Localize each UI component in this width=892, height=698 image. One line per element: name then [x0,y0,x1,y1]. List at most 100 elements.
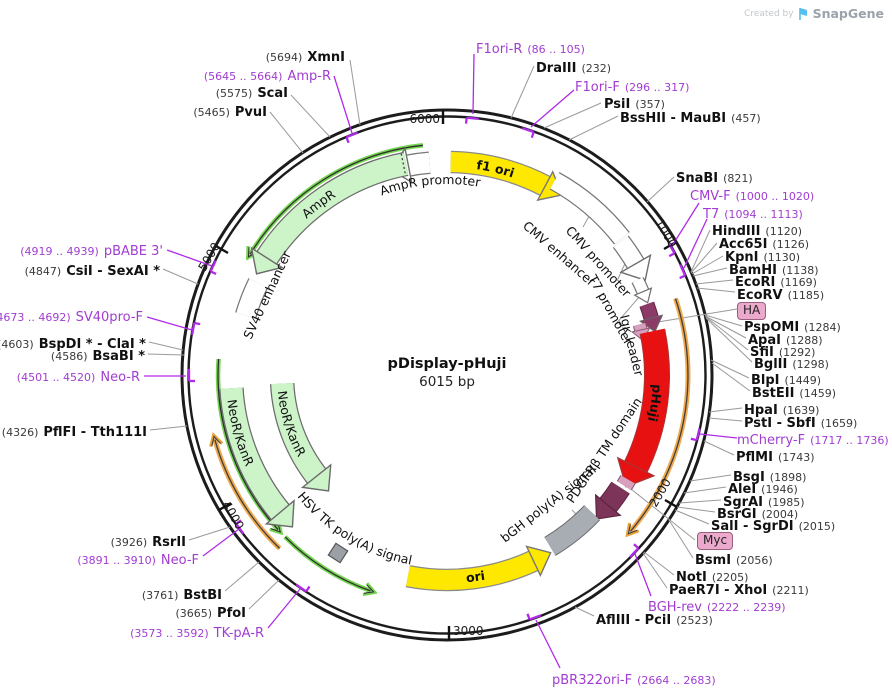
primer-tick-t7[interactable] [675,264,687,280]
feature-phuji[interactable] [616,328,670,488]
primer-label-amp-r[interactable]: (5645 .. 5664) Amp-R [204,68,331,84]
site-label-xmni[interactable]: (5694) XmnI [266,49,345,65]
site-label-ecorv[interactable]: EcoRV (1185) [737,287,824,303]
primer-name: pBR322ori-F [552,673,633,688]
site-pos: (1185) [787,289,825,302]
primer-label-bgh-rev[interactable]: BGH-rev (2222 .. 2239) [648,599,786,615]
primer-label-sv40pro-f[interactable]: (4673 .. 4692) SV40pro-F [0,309,143,325]
primer-tick-pbr322ori-f[interactable] [526,610,542,621]
feature-neor-kanr-outer[interactable] [219,387,295,528]
feature-myc-tag[interactable] [616,475,636,491]
primer-tick-f1ori-r[interactable] [464,116,479,125]
site-label-snabi[interactable]: SnaBI (821) [676,170,753,186]
feature-ampr-promoter[interactable] [388,147,431,184]
site-label-bsteii[interactable]: BstEII (1459) [752,385,836,401]
site-name: BglII [754,357,788,372]
site-label-alei[interactable]: AleI (1946) [728,481,798,497]
primer-range: (3573 .. 3592) [130,627,209,640]
site-pos: (1284) [804,321,841,334]
primer-tick-neo-r[interactable] [187,369,195,383]
label-hsv-tk-polya-text[interactable]: HSV TK poly(A) signal [295,489,414,568]
feature-ha-tag[interactable] [630,322,651,342]
site-name: SalI - SgrDI [711,519,794,534]
site-label-sali-sgrdi[interactable]: SalI - SgrDI (2015) [711,518,835,534]
site-label-afliii-pcii[interactable]: AflIII - PciI (2523) [596,612,713,628]
site-label-ecori[interactable]: EcoRI (1169) [735,274,817,290]
primer-label-t7[interactable]: T7 (1094 .. 1113) [703,206,803,222]
feature-ori[interactable] [405,545,552,592]
primer-label-cmv-f[interactable]: CMV-F (1000 .. 1020) [690,188,814,204]
primer-label-pbr322ori-f[interactable]: pBR322ori-F (2664 .. 2683) [552,672,716,688]
site-name: RsrII [152,535,186,550]
label-ori[interactable]: ori [465,568,486,586]
label-hsv-tk-polya[interactable]: HSV TK poly(A) signal [295,489,414,568]
primer-tick-bgh-rev[interactable] [626,543,640,558]
feature-hsv-tk-polya[interactable] [327,542,349,564]
site-label-pflfi-tth111i[interactable]: (4326) PflFI - Tth111I [2,424,147,440]
primer-label-f1ori-r[interactable]: F1ori-R (86 .. 105) [476,41,585,57]
site-label-blpi[interactable]: BlpI (1449) [751,372,821,388]
primer-name: pBABE 3' [103,244,163,259]
site-label-noti[interactable]: NotI (2205) [676,569,748,585]
primer-name: mCherry-F [737,433,806,448]
site-label-bsrgi[interactable]: BsrGI (2004) [717,506,798,522]
site-label-acc65i[interactable]: Acc65I (1126) [719,236,809,252]
site-label-paer7i-xhoi[interactable]: PaeR7I - XhoI (2211) [669,582,809,598]
primer-tick-neo-f[interactable] [235,519,248,535]
site-label-psti-sbfi[interactable]: PstI - SbfI (1659) [744,415,857,431]
feature-cmv-enhancer[interactable] [549,172,630,245]
primer-tick-mcherry-f[interactable] [690,427,701,442]
feature-t7-promoter[interactable] [631,276,653,304]
site-label-bspdi-clai[interactable]: (4603) BspDI * - ClaI * [0,336,146,352]
primer-tick-sv40pro-f[interactable] [190,321,201,336]
primer-ticks[interactable] [187,116,701,621]
feature-neor-kanr-inner[interactable] [269,382,332,492]
primer-label-neo-f[interactable]: (3891 .. 3910) Neo-F [77,552,199,568]
feature-igk-leader[interactable] [639,301,664,333]
site-label-apai[interactable]: ApaI (1288) [748,332,823,348]
primer-label-mcherry-f[interactable]: mCherry-F (1717 .. 1736) [737,432,889,448]
site-label-pspomi[interactable]: PspOMI (1284) [744,319,841,335]
transcript-arc-neor [215,358,278,530]
site-label-bsgi[interactable]: BsgI (1898) [733,469,806,485]
primer-label-f1ori-f[interactable]: F1ori-F (296 .. 317) [575,79,689,95]
feature-ampr[interactable] [250,151,409,275]
feature-arcs[interactable] [219,147,670,592]
site-label-bglii[interactable]: BglII (1298) [754,356,829,372]
site-label-pfoi[interactable]: (3665) PfoI [175,605,246,621]
site-pos: (2004) [761,508,799,521]
site-label-bsshii-maubi[interactable]: BssHII - MauBI (457) [620,110,761,126]
site-label-pvui[interactable]: (5465) PvuI [193,104,267,120]
site-label-hindiii[interactable]: HindIII (1120) [712,223,802,239]
primer-tick-pbabe-3[interactable] [209,260,222,276]
site-label-hpai[interactable]: HpaI (1639) [744,402,819,418]
site-label-sfii[interactable]: SfiI (1292) [750,344,815,360]
site-label-bsabi[interactable]: (4586) BsaBI * [51,348,145,364]
site-label-csii-sexai[interactable]: (4847) CsiI - SexAI * [25,263,160,279]
ha-tag-badge[interactable]: HA [737,302,767,320]
feature-cmv-promoter[interactable] [612,235,652,282]
feature-sv40-enhancer[interactable] [235,278,269,319]
site-label-pflmi[interactable]: PflMI (1743) [736,449,815,465]
primer-label-neo-r[interactable]: (4501 .. 4520) Neo-R [17,369,140,385]
primer-tick-amp-r[interactable] [345,131,359,144]
myc-tag-badge[interactable]: Myc [697,532,734,550]
site-label-kpni[interactable]: KpnI (1130) [725,249,800,265]
site-label-bstbi[interactable]: (3761) BstBI [142,587,222,603]
site-label-sgrai[interactable]: SgrAI (1985) [723,494,805,510]
site-label-rsrii[interactable]: (3926) RsrII [111,534,186,550]
site-label-scai[interactable]: (5575) ScaI [216,85,288,101]
primer-tick-f1ori-f[interactable] [520,127,535,139]
site-label-bsmi[interactable]: BsmI (2056) [695,552,773,568]
feature-pdgfrb-tm-domain[interactable] [594,481,630,520]
site-label-psii[interactable]: PsiI (357) [604,96,665,112]
site-label-draiii[interactable]: DraIII (232) [536,60,611,76]
feature-bgh-polya[interactable] [544,504,601,556]
primer-label-pbabe-3[interactable]: (4919 .. 4939) pBABE 3' [20,243,163,259]
primer-range: (2222 .. 2239) [706,601,786,614]
primer-label-tk-pa-r[interactable]: (3573 .. 3592) TK-pA-R [130,625,264,641]
primer-tick-tk-pa-r[interactable] [295,580,311,593]
primer-tick-cmv-f[interactable] [663,242,676,258]
feature-f1-ori[interactable] [450,150,563,202]
site-label-bamhi[interactable]: BamHI (1138) [729,262,819,278]
